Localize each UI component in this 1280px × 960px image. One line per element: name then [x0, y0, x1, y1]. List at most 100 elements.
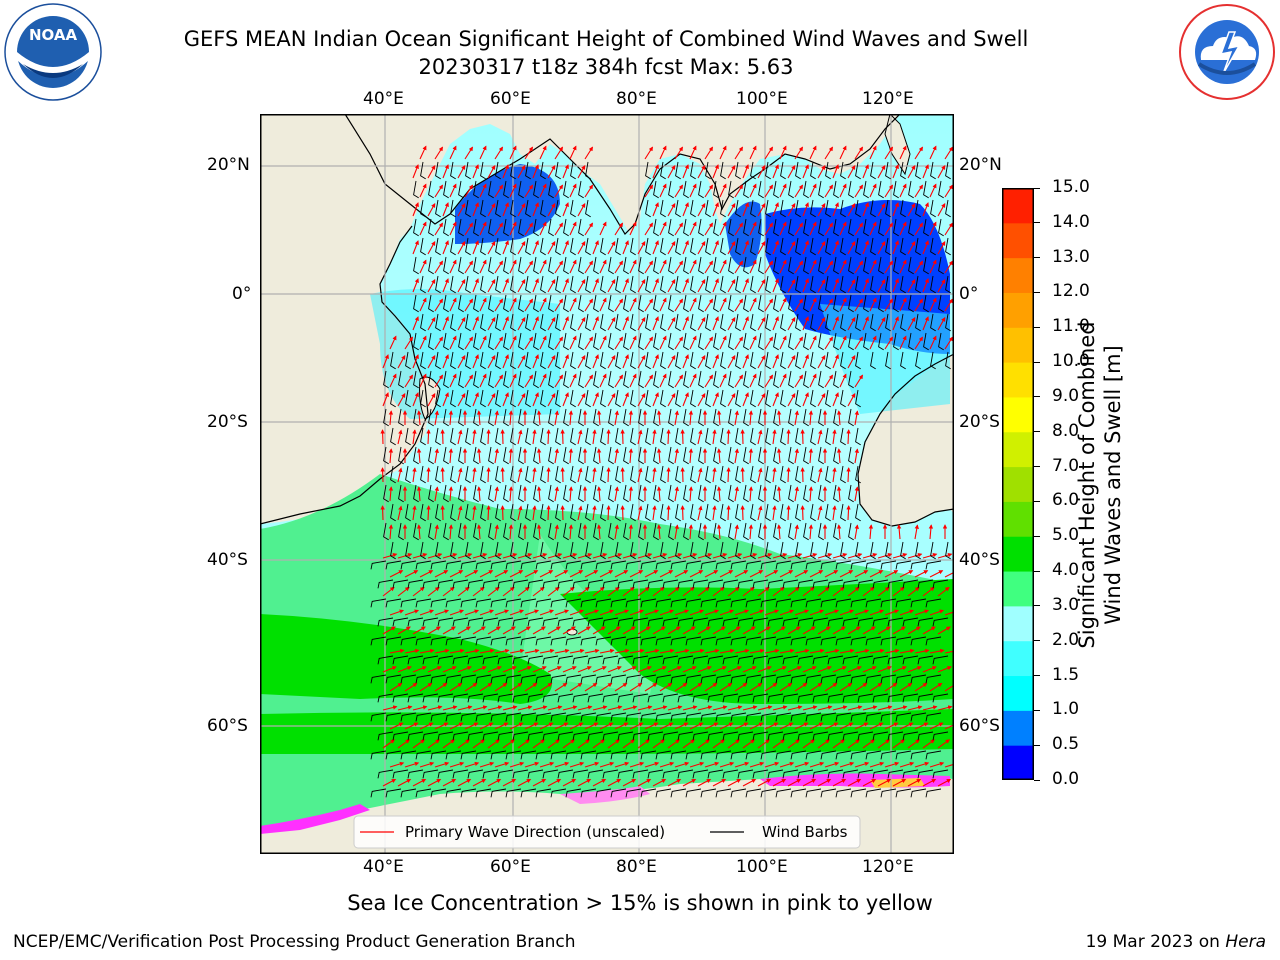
wave-arrow [802, 202, 809, 217]
wave-arrow [817, 203, 826, 217]
wave-arrow [779, 335, 787, 350]
wave-arrow [884, 648, 900, 654]
wave-arrow [808, 410, 814, 426]
wave-arrow [794, 448, 799, 464]
wave-arrow [494, 524, 499, 540]
wave-arrow [914, 184, 923, 198]
wave-arrow [764, 570, 779, 578]
wave-arrow [884, 722, 899, 730]
wave-arrow [824, 184, 833, 198]
wave-arrow [397, 505, 403, 521]
wave-arrow [577, 705, 593, 711]
wave-arrow [667, 241, 676, 255]
wave-arrow [944, 298, 953, 312]
wave-arrow [689, 570, 704, 578]
wave-arrow [734, 336, 743, 350]
wave-arrow [757, 241, 766, 255]
wave-arrow [628, 486, 634, 502]
wave-arrow [824, 374, 833, 388]
wave-arrow [472, 626, 486, 635]
wave-arrow [607, 279, 616, 293]
wave-arrow [719, 183, 727, 198]
wave-arrow [554, 374, 563, 388]
wave-arrow [412, 164, 419, 179]
wave-arrow [847, 739, 861, 749]
wave-arrow [397, 393, 406, 407]
wave-arrow [629, 335, 637, 350]
wave-arrow [442, 240, 449, 255]
wave-arrow [689, 183, 697, 198]
colorbar-tick-mark [1034, 291, 1040, 293]
wave-arrow [599, 722, 614, 730]
wave-arrow [577, 739, 591, 749]
wave-arrow [862, 240, 869, 255]
wave-arrow [652, 586, 665, 597]
wave-arrow [704, 260, 713, 274]
colorbar-swatch [1002, 466, 1034, 502]
wave-arrow [449, 609, 465, 616]
wave-arrow [517, 505, 523, 521]
wave-arrow [914, 722, 929, 730]
wave-arrow [562, 626, 576, 635]
colorbar-swatch [1002, 710, 1034, 746]
wave-arrow [824, 146, 833, 160]
wave-arrow [704, 184, 713, 198]
colorbar-swatch [1002, 222, 1034, 259]
wave-arrow [494, 570, 509, 578]
wave-arrow [502, 552, 518, 559]
wave-arrow [569, 221, 577, 236]
wave-arrow [667, 666, 682, 673]
wave-arrow [620, 429, 625, 445]
wave-arrow [802, 626, 816, 635]
wave-arrow [899, 297, 907, 312]
wave-arrow [892, 164, 899, 179]
graticule [260, 114, 954, 854]
wave-arrow [704, 146, 713, 160]
wave-arrow [434, 146, 443, 160]
wave-arrow [914, 648, 930, 654]
wave-arrow [854, 609, 870, 616]
coastline-australia [857, 353, 955, 527]
wave-arrow [509, 761, 525, 768]
wave-arrow [434, 448, 439, 464]
wave-arrow [704, 761, 720, 768]
nws-logo [1177, 2, 1277, 102]
wave-arrow [434, 374, 443, 388]
wave-arrow [652, 467, 657, 483]
wave-arrow [787, 739, 801, 749]
wave-arrow [802, 552, 818, 559]
wave-arrow [569, 335, 577, 350]
colorbar-tick-label: 13.0 [1052, 246, 1090, 267]
wave-arrow [487, 705, 503, 711]
wave-arrow [727, 241, 736, 255]
wave-arrow [787, 203, 796, 217]
wave-arrow [560, 505, 565, 521]
wave-arrow [412, 705, 428, 711]
wave-arrow [802, 586, 815, 597]
wave-arrow [832, 467, 837, 483]
wave-arrow [839, 259, 847, 274]
wave-arrow [794, 486, 799, 502]
wave-arrow [862, 278, 869, 293]
wave-arrow [922, 240, 929, 255]
wave-arrow [794, 336, 803, 350]
wave-arrow [547, 393, 556, 407]
wave-arrow [404, 648, 420, 654]
wave-arrow [539, 682, 553, 692]
wave-arrow [719, 335, 727, 350]
wave-arrow [808, 448, 814, 464]
wave-arrow [547, 165, 556, 179]
wave-arrow [592, 552, 608, 559]
wave-arrow [742, 666, 757, 673]
wave-arrow [584, 336, 593, 350]
wave-arrow [794, 682, 808, 692]
wave-arrow [412, 354, 419, 369]
wave-arrow [716, 410, 722, 426]
wave-arrow [757, 586, 770, 597]
wave-arrow [877, 552, 893, 559]
wave-arrow [472, 552, 488, 559]
wave-arrow [817, 552, 833, 559]
wave-arrow [434, 486, 439, 502]
wave-arrow [517, 203, 526, 217]
wave-arrow [734, 761, 750, 768]
